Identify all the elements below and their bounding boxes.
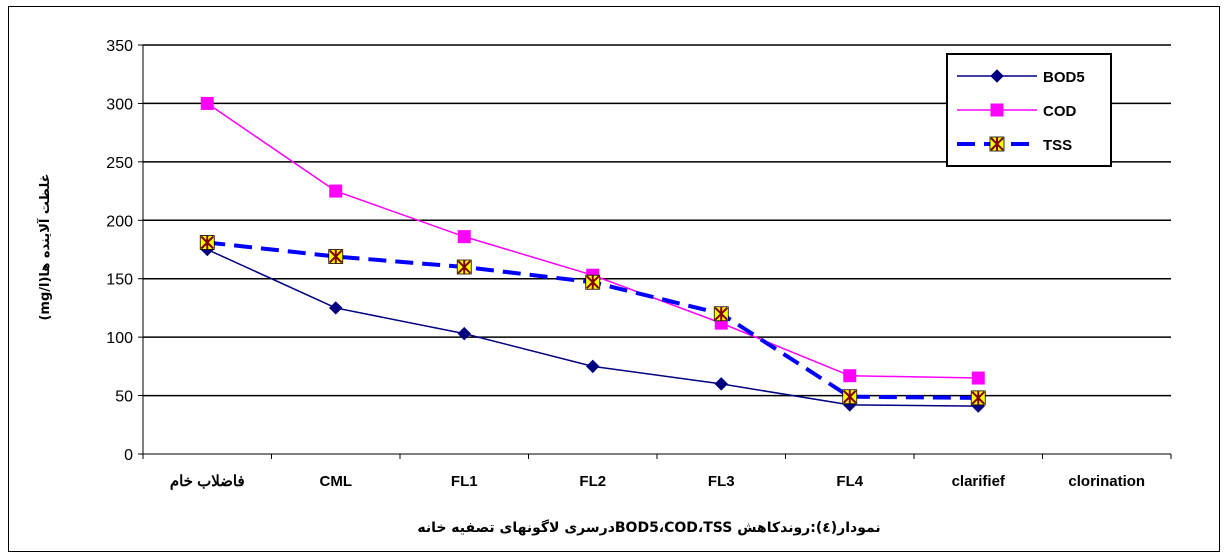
x-tick-label: FL3 (708, 473, 735, 490)
data-point-marker (586, 359, 600, 374)
data-point-marker (971, 371, 985, 385)
data-point-marker (585, 274, 601, 290)
y-tick-labels: 0 50 100 150 200 250 300 350 (106, 38, 133, 464)
legend-label: COD (1043, 103, 1077, 120)
x-tick-labels: فاضلاب خام CML FL1 FL2 FL3 FL4 clarifief clorin… (170, 473, 1145, 490)
legend-label: TSS (1043, 137, 1072, 154)
chart-caption: نمودار(٤):روندکاهش BOD5،COD،TSSدرسری لاگ… (417, 519, 880, 536)
series-tss (199, 235, 986, 406)
data-point-marker (843, 369, 857, 383)
data-point-marker (457, 326, 471, 341)
y-tick-label: 50 (115, 389, 133, 406)
data-point-marker (714, 377, 728, 391)
axes (138, 44, 1172, 459)
y-tick-label: 200 (106, 213, 133, 230)
series-line (207, 240, 979, 400)
y-tick-label: 300 (106, 96, 133, 113)
x-tick-label: فاضلاب خام (170, 473, 245, 490)
y-tick-label: 350 (106, 38, 133, 55)
data-point-marker (989, 136, 1005, 152)
data-point-marker (329, 301, 343, 315)
legend: BOD5 COD TSS (946, 53, 1112, 167)
x-tick-label: FL2 (579, 473, 606, 490)
data-point-marker (457, 230, 471, 244)
data-point-marker (199, 235, 215, 250)
data-point-marker (842, 389, 858, 405)
data-point-marker (990, 69, 1004, 83)
x-tick-label: clarifief (952, 473, 1006, 490)
y-tick-label: 150 (106, 272, 133, 289)
x-tick-label: FL1 (451, 473, 478, 490)
gridlines (143, 44, 1171, 397)
data-point-marker (456, 259, 472, 275)
legend-label: BOD5 (1043, 69, 1085, 86)
x-tick-label: FL4 (836, 473, 863, 490)
data-point-marker (328, 249, 344, 264)
data-point-marker (713, 306, 729, 322)
data-point-marker (990, 103, 1004, 117)
chart-frame: 0 50 100 150 200 250 300 350 فاضلاب خام CML FL1 FL… (8, 6, 1220, 552)
line-chart: 0 50 100 150 200 250 300 350 فاضلاب خام CML FL1 FL… (36, 38, 1172, 536)
y-tick-label: 0 (124, 447, 133, 464)
series-group (199, 96, 986, 413)
series-cod (200, 96, 985, 385)
x-tick-label: clorination (1068, 473, 1145, 490)
y-tick-label: 100 (106, 330, 133, 347)
x-tick-label: CML (320, 473, 353, 490)
data-point-marker (970, 390, 986, 406)
data-point-marker (329, 184, 343, 198)
y-tick-label: 250 (106, 155, 133, 172)
data-point-marker (200, 96, 214, 110)
y-axis-title: (mg/l)غلظت آلاینده ها (36, 173, 53, 320)
